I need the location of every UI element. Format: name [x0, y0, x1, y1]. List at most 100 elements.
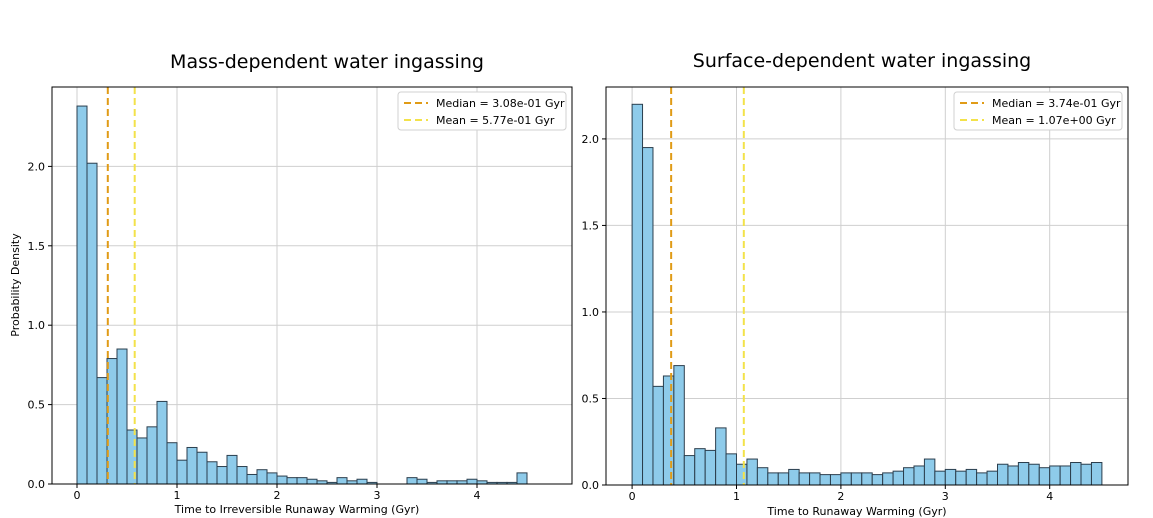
grid	[52, 87, 572, 485]
histogram-bar	[955, 470, 967, 486]
histogram-bars	[631, 103, 1103, 486]
legend-median-label: Median = 3.74e-01 Gyr	[992, 97, 1121, 110]
x-axis-label: Time to Runaway Warming (Gyr)	[766, 505, 946, 518]
y-tick-label: 1.0	[582, 306, 600, 319]
legend-median-label: Median = 3.08e-01 Gyr	[436, 97, 565, 110]
histogram-bar	[1017, 462, 1030, 486]
reference-lines	[106, 87, 136, 484]
y-axis-ticks: 0.0 0.5 1.0 1.5 2.0	[582, 133, 606, 492]
histogram-bar	[746, 458, 758, 486]
histogram-bar	[986, 470, 998, 486]
legend-box	[953, 91, 1123, 131]
y-tick-label: 0.0	[28, 478, 46, 491]
histogram-bar	[356, 478, 368, 485]
reference-lines	[670, 87, 745, 485]
x-tick-label: 0	[629, 490, 636, 503]
x-tick-label: 4	[474, 489, 481, 502]
histogram-bar	[944, 468, 957, 486]
histogram-bar	[96, 377, 108, 485]
histogram-bar	[306, 478, 318, 485]
y-tick-label: 1.0	[28, 319, 46, 332]
histogram-bar	[736, 463, 748, 486]
histogram-bar	[652, 385, 664, 486]
y-tick-label: 0.0	[582, 479, 600, 492]
histogram-bar	[1070, 462, 1082, 486]
histogram-bar	[997, 463, 1009, 486]
histogram-bar	[871, 474, 884, 486]
histogram-bar	[276, 475, 288, 485]
histogram-bar	[516, 472, 528, 485]
histogram-bar	[466, 478, 478, 485]
histogram-bar	[86, 162, 98, 485]
histogram-bar	[756, 467, 769, 486]
histogram-bar	[976, 472, 988, 486]
histogram-bar	[1090, 462, 1103, 486]
histogram-bar	[256, 469, 268, 485]
axes-frame	[605, 86, 1129, 486]
histogram-bar	[903, 467, 915, 486]
histogram-bar	[819, 474, 831, 486]
histogram-bar	[246, 473, 258, 485]
histogram-bar	[934, 470, 946, 486]
x-tick-label: 2	[837, 490, 844, 503]
histogram-bar	[336, 477, 348, 485]
histogram-bar	[715, 427, 727, 486]
y-tick-label: 2.0	[582, 133, 600, 146]
y-tick-label: 0.5	[582, 392, 600, 405]
x-tick-label: 0	[74, 489, 81, 502]
histogram-bar	[116, 348, 128, 485]
histogram-bar	[673, 365, 685, 486]
legend-box	[397, 91, 567, 131]
histogram-bar	[76, 105, 88, 485]
histogram-bar	[662, 375, 675, 486]
x-tick-label: 3	[374, 489, 381, 502]
histogram-bar	[840, 472, 852, 486]
legend-mean-label: Mean = 5.77e-01 Gyr	[436, 114, 555, 127]
x-axis-ticks: 0 1 2 3 4	[74, 484, 481, 502]
histogram-bar	[166, 442, 178, 485]
y-tick-label: 0.5	[28, 399, 46, 412]
legend: Median = 3.74e-01 Gyr Mean = 1.07e+00 Gyr	[953, 91, 1123, 131]
histogram-bar	[965, 468, 978, 486]
histogram-bar	[923, 458, 936, 486]
histogram-bar	[136, 437, 148, 485]
histogram-bars	[76, 105, 528, 485]
histogram-bar	[725, 453, 737, 486]
histogram-bar	[809, 472, 821, 486]
histogram-bar	[1059, 465, 1072, 486]
y-tick-label: 1.5	[28, 240, 46, 253]
histogram-bar	[683, 455, 696, 486]
histogram-bar	[226, 454, 238, 485]
histogram-bar	[798, 472, 811, 486]
y-tick-label: 1.5	[582, 219, 600, 232]
histogram-bar	[777, 472, 790, 486]
histogram-bar	[1038, 467, 1051, 486]
chart-title: Surface-dependent water ingassing	[693, 50, 1031, 72]
legend: Median = 3.08e-01 Gyr Mean = 5.77e-01 Gyr	[397, 91, 567, 131]
histogram-bar	[266, 472, 278, 485]
histogram-bar	[631, 103, 644, 486]
chart-title: Mass-dependent water ingassing	[170, 51, 484, 73]
histogram-bar	[861, 472, 873, 486]
histogram-bar	[406, 477, 418, 485]
histogram-bar	[216, 466, 228, 485]
y-axis-ticks: 0.0 0.5 1.0 1.5 2.0	[28, 160, 52, 491]
x-tick-label: 3	[942, 490, 949, 503]
histogram-bar	[1007, 465, 1019, 486]
histogram-bar	[1080, 463, 1092, 486]
x-tick-label: 4	[1046, 490, 1053, 503]
histogram-bar	[788, 468, 800, 486]
histogram-bar	[913, 465, 925, 486]
histogram-bar	[416, 478, 428, 485]
histogram-bar	[1049, 465, 1061, 486]
legend-mean-label: Mean = 1.07e+00 Gyr	[992, 114, 1116, 127]
histogram-bar	[146, 426, 158, 485]
histogram-bar	[236, 466, 248, 485]
histogram-bar	[286, 477, 298, 485]
histogram-bar	[767, 472, 779, 486]
histogram-bar	[704, 449, 717, 486]
x-axis-ticks: 0 1 2 3 4	[629, 485, 1053, 503]
histogram-bar	[850, 472, 863, 486]
histogram-bar	[156, 400, 168, 485]
